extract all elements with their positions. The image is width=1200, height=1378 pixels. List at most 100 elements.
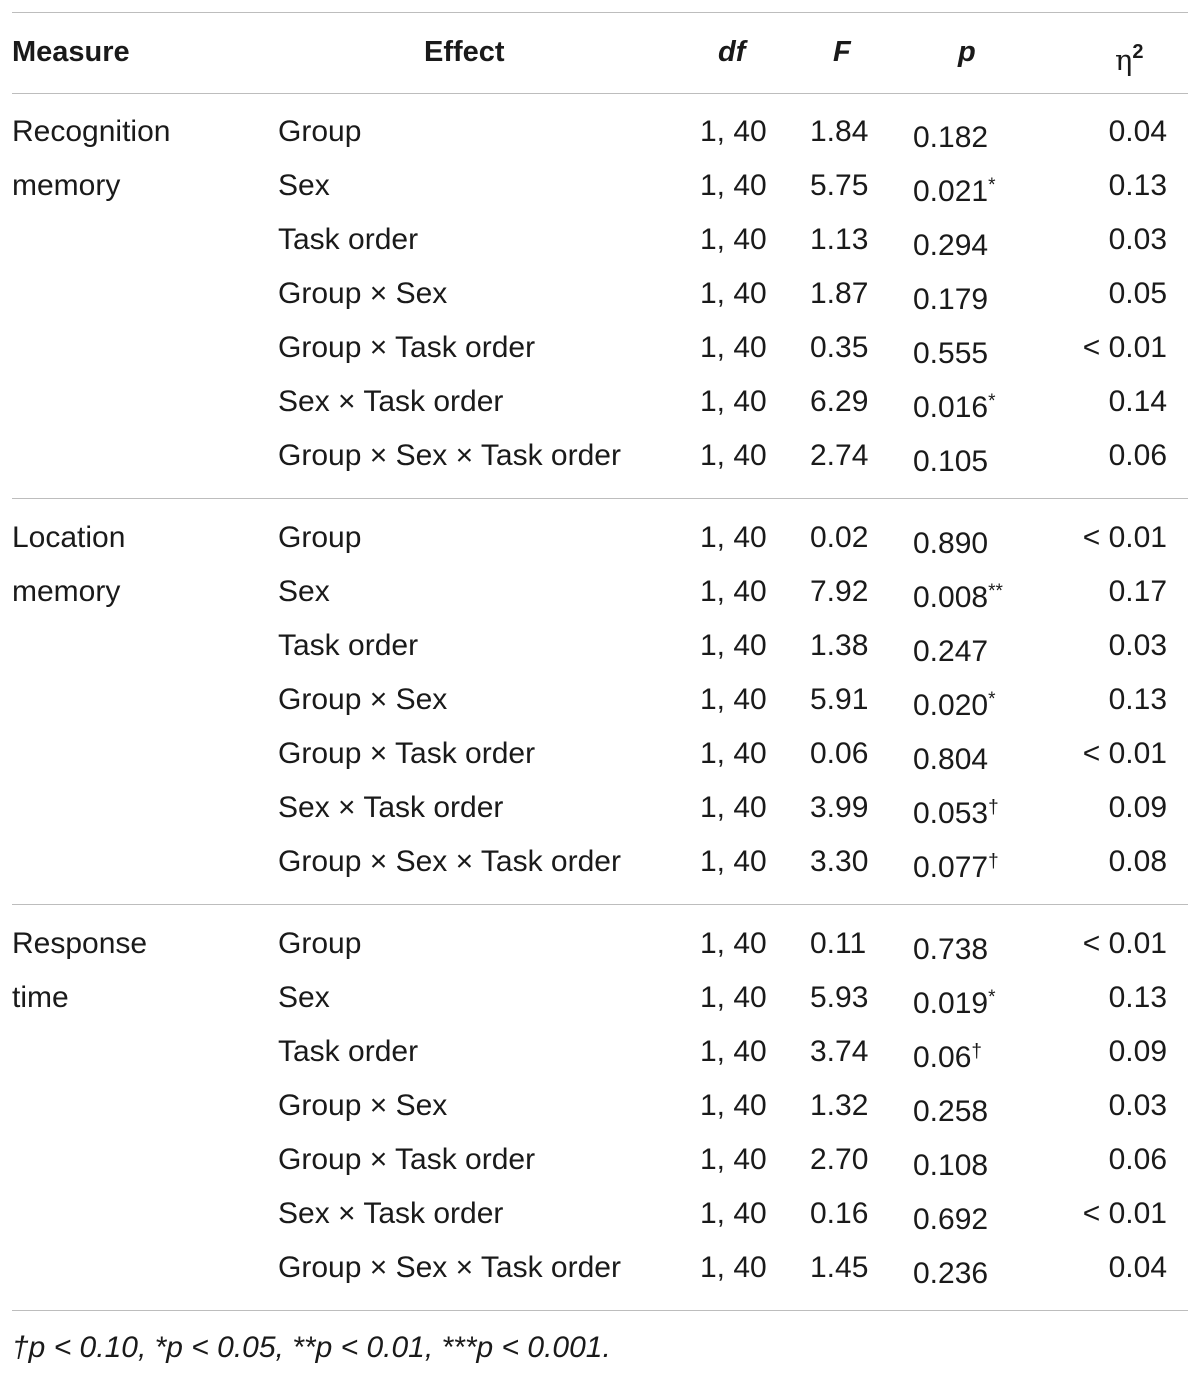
p-value: 0.016 (913, 391, 989, 424)
p-cell: 0.053† (913, 781, 999, 841)
f-cell: 5.75 (810, 169, 869, 202)
effect-cell: Task order (278, 1035, 419, 1068)
p-value: 0.738 (913, 933, 989, 966)
p-cell: 0.020* (913, 673, 995, 733)
p-value: 0.06 (913, 1041, 972, 1074)
p-value: 0.008 (913, 581, 989, 614)
p-value: 0.247 (913, 635, 989, 668)
table-row: Task order 1, 40 1.38 0.247 0.03 (0, 619, 1200, 673)
eta-squared-cell: 0.09 (1108, 1035, 1167, 1068)
df-cell: 1, 40 (700, 223, 767, 256)
eta-squared-cell: < 0.01 (1082, 1197, 1167, 1230)
group-divider-rule (12, 904, 1188, 905)
f-cell: 3.74 (810, 1035, 869, 1068)
table-top-rule (12, 12, 1188, 13)
effect-cell: Group × Task order (278, 1143, 536, 1176)
table-row: Group × Task order 1, 40 0.06 0.804 < 0.01 (0, 727, 1200, 781)
eta-squared-cell: 0.13 (1108, 981, 1167, 1014)
df-cell: 1, 40 (700, 1089, 767, 1122)
p-value: 0.179 (913, 283, 989, 316)
effect-cell: Sex × Task order (278, 791, 504, 824)
eta-squared-cell: 0.06 (1108, 1143, 1167, 1176)
p-cell: 0.019* (913, 971, 995, 1031)
measure-label: Recognition memory (12, 115, 171, 202)
f-cell: 0.06 (810, 737, 869, 770)
significance-mark: * (988, 175, 996, 196)
f-cell: 1.87 (810, 277, 869, 310)
df-cell: 1, 40 (700, 331, 767, 364)
df-cell: 1, 40 (700, 169, 767, 202)
df-cell: 1, 40 (700, 737, 767, 770)
p-value: 0.019 (913, 987, 989, 1020)
table-row: Group × Sex × Task order 1, 40 1.45 0.236 0.… (0, 1241, 1200, 1295)
header-eta-symbol: η (1115, 43, 1133, 77)
df-cell: 1, 40 (700, 1035, 767, 1068)
significance-mark: * (988, 689, 996, 710)
f-cell: 0.02 (810, 521, 869, 554)
df-cell: 1, 40 (700, 981, 767, 1014)
p-cell: 0.016* (913, 375, 995, 435)
header-measure: Measure (12, 36, 130, 68)
p-cell: 0.692 (913, 1187, 988, 1247)
measure-label: Response time (12, 927, 148, 1014)
significance-mark: † (971, 1041, 982, 1062)
table-row: Group 1, 40 1.84 0.182 0.04 (0, 105, 1200, 159)
table-row: Sex 1, 40 7.92 0.008** 0.17 (0, 565, 1200, 619)
effect-cell: Sex × Task order (278, 1197, 504, 1230)
f-cell: 6.29 (810, 385, 869, 418)
eta-squared-cell: 0.09 (1108, 791, 1167, 824)
eta-squared-cell: < 0.01 (1082, 927, 1167, 960)
table-row: Group × Sex 1, 40 1.87 0.179 0.05 (0, 267, 1200, 321)
eta-squared-cell: 0.04 (1108, 1251, 1167, 1284)
f-cell: 1.84 (810, 115, 869, 148)
effect-cell: Group × Sex (278, 1089, 448, 1122)
table-header-row: Measure Effect df F p η2 (0, 12, 1200, 93)
eta-squared-cell: 0.14 (1108, 385, 1167, 418)
p-value: 0.020 (913, 689, 989, 722)
p-value: 0.077 (913, 851, 989, 884)
table-bottom-rule (12, 1310, 1188, 1311)
f-cell: 5.91 (810, 683, 869, 716)
header-eta-squared: η2 (1115, 34, 1144, 78)
p-cell: 0.804 (913, 727, 988, 787)
eta-squared-cell: 0.13 (1108, 169, 1167, 202)
df-cell: 1, 40 (700, 115, 767, 148)
p-cell: 0.182 (913, 105, 988, 165)
table-row: Group × Sex 1, 40 5.91 0.020* 0.13 (0, 673, 1200, 727)
f-cell: 2.74 (810, 439, 869, 472)
p-value: 0.182 (913, 121, 989, 154)
eta-squared-cell: 0.05 (1108, 277, 1167, 310)
p-cell: 0.008** (913, 565, 1003, 625)
f-cell: 0.35 (810, 331, 869, 364)
table-row: Task order 1, 40 3.74 0.06† 0.09 (0, 1025, 1200, 1079)
table-row: Group × Sex × Task order 1, 40 3.30 0.077† 0… (0, 835, 1200, 889)
df-cell: 1, 40 (700, 521, 767, 554)
p-value: 0.105 (913, 445, 989, 478)
effect-cell: Group × Sex × Task order (278, 1251, 621, 1284)
df-cell: 1, 40 (700, 927, 767, 960)
df-cell: 1, 40 (700, 1251, 767, 1284)
effect-cell: Group × Sex (278, 277, 448, 310)
f-cell: 5.93 (810, 981, 869, 1014)
table-row: Sex × Task order 1, 40 0.16 0.692 < 0.01 (0, 1187, 1200, 1241)
p-value: 0.890 (913, 527, 989, 560)
df-cell: 1, 40 (700, 575, 767, 608)
df-cell: 1, 40 (700, 791, 767, 824)
table-row: Group 1, 40 0.11 0.738 < 0.01 (0, 917, 1200, 971)
measure-label: Location memory (12, 521, 126, 608)
p-cell: 0.179 (913, 267, 988, 327)
eta-squared-cell: 0.13 (1108, 683, 1167, 716)
f-cell: 1.38 (810, 629, 869, 662)
p-cell: 0.236 (913, 1241, 988, 1301)
f-cell: 1.32 (810, 1089, 869, 1122)
f-cell: 3.30 (810, 845, 869, 878)
p-cell: 0.738 (913, 917, 988, 977)
table-row: Task order 1, 40 1.13 0.294 0.03 (0, 213, 1200, 267)
effect-cell: Task order (278, 629, 419, 662)
table-row: Group × Sex 1, 40 1.32 0.258 0.03 (0, 1079, 1200, 1133)
eta-squared-cell: 0.06 (1108, 439, 1167, 472)
df-cell: 1, 40 (700, 629, 767, 662)
df-cell: 1, 40 (700, 277, 767, 310)
table-row: Sex × Task order 1, 40 6.29 0.016* 0.14 (0, 375, 1200, 429)
f-cell: 7.92 (810, 575, 869, 608)
